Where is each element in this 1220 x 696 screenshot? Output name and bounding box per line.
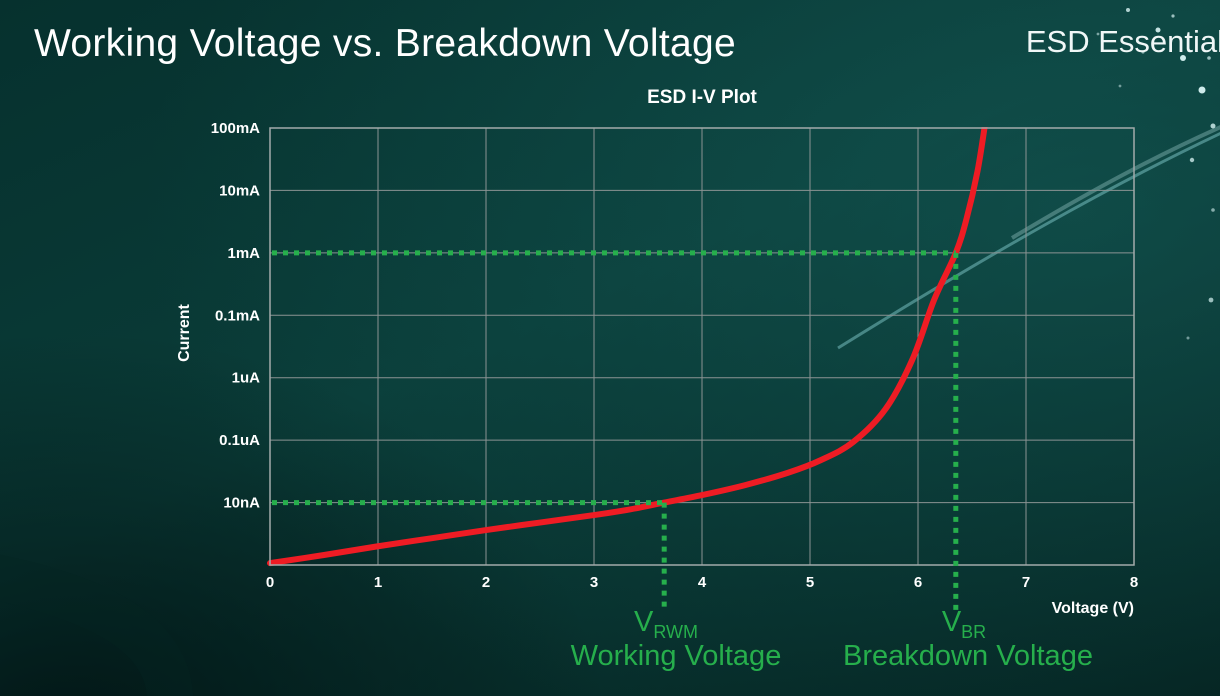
x-tick-label: 5 [806, 574, 814, 591]
y-tick-label: 1mA [227, 245, 260, 262]
x-tick-label: 3 [590, 574, 598, 591]
y-tick-label: 10mA [219, 182, 260, 199]
brand-label: ESD Essential [1025, 24, 1220, 59]
breakdown-voltage-caption: Breakdown Voltage [843, 640, 1093, 672]
x-tick-label: 2 [482, 574, 490, 591]
decor-swirl [0, 554, 194, 696]
chart-title: ESD I-V Plot [647, 87, 757, 108]
vbr-label: VBR [942, 606, 986, 643]
y-tick-label: 1uA [232, 370, 261, 387]
x-tick-label: 8 [1130, 574, 1138, 591]
y-tick-label: 0.1uA [219, 432, 260, 449]
vrwm-label: VRWM [634, 606, 698, 643]
decor-dots [1096, 8, 1216, 340]
decor-arc [837, 132, 1220, 350]
vrwm-symbol: V [633, 606, 654, 638]
vbr-symbol: V [941, 606, 962, 638]
working-voltage-caption: Working Voltage [570, 640, 782, 672]
y-tick-label: 100mA [211, 120, 260, 137]
decor-arc-highlight [1010, 125, 1220, 240]
y-tick-label: 10nA [223, 495, 260, 512]
x-tick-label: 7 [1022, 574, 1030, 591]
y-tick-label: 0.1mA [215, 307, 260, 324]
iv-curve [267, 127, 988, 567]
x-axis-label: Voltage (V) [1051, 600, 1134, 617]
x-tick-label: 1 [374, 574, 382, 591]
vrwm-subscript: RWM [653, 621, 699, 642]
x-tick-label: 4 [698, 574, 707, 591]
vbr-subscript: BR [961, 621, 987, 642]
slide-title: Working Voltage vs. Breakdown Voltage [34, 22, 736, 65]
plot-border [269, 127, 1135, 566]
x-tick-label: 0 [266, 574, 274, 591]
x-tick-label: 6 [914, 574, 922, 591]
